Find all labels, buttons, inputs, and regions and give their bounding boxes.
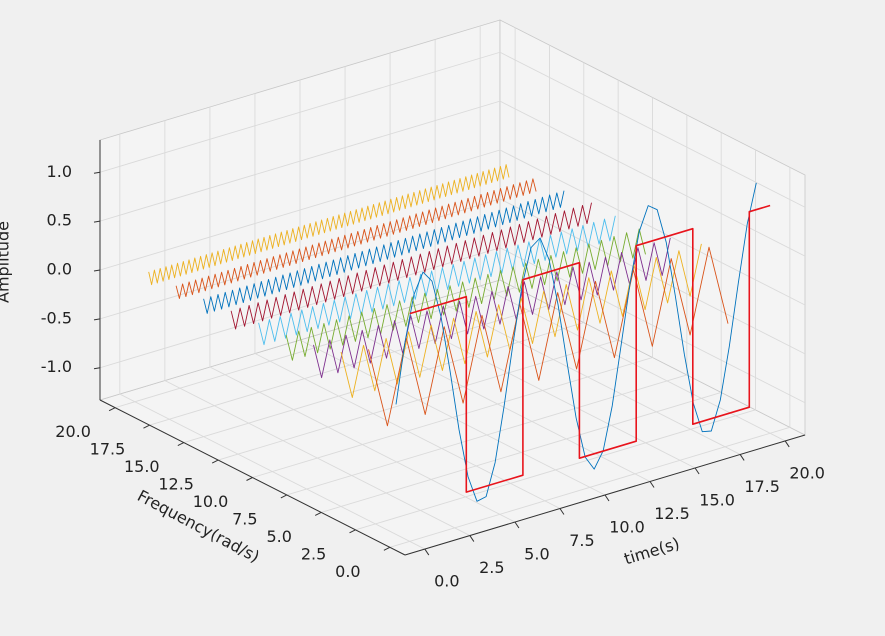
series-line [395,182,757,502]
grid-line [499,149,806,306]
tick-mark [514,521,520,529]
z-axis-label: Amplitude [0,221,13,303]
axes: 0.02.55.07.510.012.515.017.520.00.02.55.… [41,140,825,591]
tick-mark [93,269,101,272]
x-tick-label: 10.0 [609,518,645,537]
y-tick-label: 5.0 [266,527,291,546]
grid-line [389,426,791,548]
tick-mark [177,442,185,447]
tick-mark [739,454,745,461]
series-line [203,190,565,314]
grid-line [286,374,687,496]
tick-mark [143,424,150,429]
tick-mark [93,367,101,370]
tick-mark [211,459,219,464]
y-tick-label: 20.0 [55,422,91,441]
tick-mark [604,494,610,502]
y-tick-label: 0.0 [335,562,360,581]
tick-mark [280,494,288,499]
z-tick-label: 0.0 [47,260,72,279]
tick-mark [314,511,322,516]
series-line [368,246,729,427]
grid-line [321,391,722,513]
grid-line [499,100,806,257]
grid-line [355,409,756,531]
grid-line [218,339,619,461]
tick-mark [246,477,253,481]
tick-mark [649,481,655,488]
z-tick-label: 1.0 [47,162,72,181]
y-tick-label: 2.5 [301,544,326,563]
y-tick-label: 15.0 [124,457,160,476]
series-line [409,204,771,493]
y-tick-label: 17.5 [90,440,126,459]
tick-mark [469,535,475,542]
series-line [230,202,592,330]
grid-line [499,247,806,404]
grid [99,25,806,550]
grid-line [99,100,501,222]
z-tick-label: 0.5 [47,211,72,230]
x-tick-label: 20.0 [789,463,825,482]
x-tick-label: 0.0 [434,572,459,591]
x-tick-label: 12.5 [654,504,690,523]
grid-line [183,322,584,444]
series-line [175,178,537,299]
tick-mark [93,171,101,174]
x-tick-label: 2.5 [479,558,504,577]
series-line [313,237,671,379]
tick-mark [93,318,101,321]
grid-line [99,51,501,173]
x-tick-label: 5.0 [524,545,549,564]
x-tick-label: 17.5 [744,477,780,496]
y-tick-label: 12.5 [158,475,194,494]
x-tick-label: 7.5 [569,531,594,550]
tick-mark [93,220,101,223]
tick-mark [349,529,356,534]
tick-mark [694,467,700,475]
tick-mark [559,508,565,515]
lines [148,164,771,502]
grid-line [499,51,806,208]
grid-line [114,287,516,409]
z-tick-label: -1.0 [41,357,72,376]
tick-mark [383,546,391,551]
grid-line [99,149,501,271]
tick-mark [108,407,116,412]
tick-mark [784,440,790,448]
x-axis-line [404,434,806,556]
z-tick-label: -0.5 [41,308,72,327]
y-tick-label: 7.5 [232,509,257,528]
series-line [285,228,646,361]
x-tick-label: 15.0 [699,490,735,509]
y-tick-label: 10.0 [193,492,229,511]
y-axis-line [99,399,406,556]
series-line [148,164,510,286]
tick-mark [424,548,430,556]
grid-line [252,357,653,478]
